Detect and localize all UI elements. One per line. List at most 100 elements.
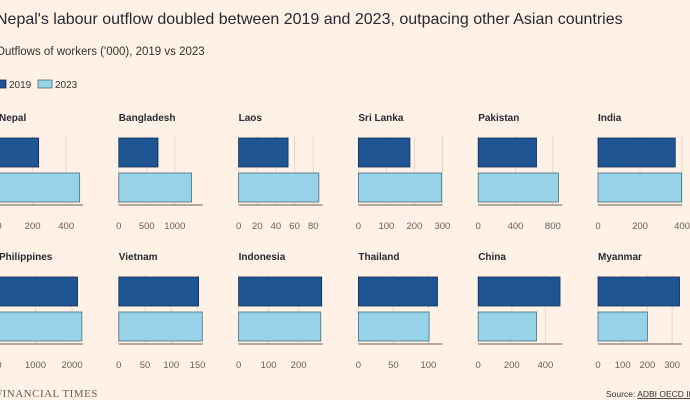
bar-2019-indonesia — [238, 276, 323, 307]
panel-vietnam: Vietnam 0 50 100 150 — [116, 252, 205, 371]
chart-panels: Nepal0200400Bangladesh05001000Laos020406… — [0, 113, 690, 371]
bar-2019-china — [477, 276, 561, 307]
bar-2023-laos — [238, 172, 320, 203]
bar-2019-pakistan — [477, 137, 537, 168]
bar-2019-myanmar — [597, 276, 680, 307]
tick-label-thailand: 100 — [420, 360, 436, 371]
tick-label-myanmar: 200 — [639, 360, 655, 371]
chart-subtitle: Outflows of workers ('000), 2019 vs 2023 — [0, 46, 205, 58]
bar-2023-myanmar — [597, 311, 648, 342]
panel-title-bangladesh: Bangladesh — [119, 113, 176, 124]
tick-label-sri-lanka: 100 — [378, 221, 394, 232]
bar-2019-india — [597, 137, 676, 168]
tick-label-pakistan: 800 — [545, 221, 561, 232]
bar-2023-nepal — [0, 172, 81, 203]
panel-title-indonesia: Indonesia — [239, 252, 286, 263]
source-note: Source: ADBI OECD ILO — [606, 389, 690, 399]
tick-label-laos: 60 — [289, 221, 300, 232]
tick-label-india: 0 — [595, 221, 600, 232]
tick-label-vietnam: 100 — [163, 360, 179, 371]
panel-laos: Laos 0 20 40 60 80 — [236, 113, 323, 232]
tick-label-sri-lanka: 300 — [434, 221, 450, 232]
bar-2023-indonesia — [238, 311, 322, 342]
legend-swatch-2023 — [37, 79, 53, 89]
tick-label-laos: 40 — [271, 221, 282, 232]
tick-label-vietnam: 50 — [140, 360, 151, 371]
tick-label-pakistan: 400 — [508, 221, 524, 232]
panel-title-nepal: Nepal — [0, 113, 26, 124]
tick-label-nepal: 200 — [25, 221, 41, 232]
panel-india: India 0 200 400 — [595, 113, 690, 232]
panel-title-india: India — [598, 113, 622, 124]
tick-label-laos: 0 — [236, 221, 241, 232]
bar-2019-philippines — [0, 276, 78, 307]
tick-label-philippines: 1000 — [25, 360, 46, 371]
bar-2023-pakistan — [477, 172, 559, 203]
tick-label-india: 200 — [632, 221, 648, 232]
bar-2019-vietnam — [118, 276, 200, 307]
bar-2019-bangladesh — [118, 137, 159, 168]
tick-label-philippines: 0 — [0, 360, 2, 371]
tick-label-pakistan: 0 — [476, 221, 481, 232]
panel-bangladesh: Bangladesh 0 500 1000 — [116, 113, 203, 232]
bar-2019-sri-lanka — [357, 137, 411, 168]
bar-2023-thailand — [357, 311, 430, 342]
tick-label-vietnam: 0 — [116, 360, 121, 371]
legend-label-2019: 2019 — [9, 80, 32, 91]
tick-label-bangladesh: 1000 — [164, 221, 185, 232]
bar-2019-nepal — [0, 137, 40, 168]
tick-label-myanmar: 0 — [595, 360, 600, 371]
panel-myanmar: Myanmar 0 100 200 300 — [595, 252, 682, 371]
chart-title: Nepal's labour outflow doubled between 2… — [0, 11, 623, 28]
bar-2023-sri-lanka — [357, 172, 442, 203]
tick-label-china: 400 — [537, 360, 553, 371]
panel-philippines: Philippines 0 1000 2000 — [0, 252, 83, 371]
tick-label-thailand: 0 — [356, 360, 361, 371]
tick-label-myanmar: 100 — [615, 360, 631, 371]
bar-2023-india — [597, 172, 682, 203]
source-link[interactable]: ADBI OECD ILO — [637, 389, 690, 399]
tick-label-sri-lanka: 0 — [356, 221, 361, 232]
legend: 2019 2023 — [0, 79, 78, 91]
tick-label-laos: 20 — [252, 221, 263, 232]
panel-title-vietnam: Vietnam — [119, 252, 158, 263]
tick-label-nepal: 400 — [58, 221, 74, 232]
panel-thailand: Thailand 0 50 100 — [356, 252, 443, 371]
tick-label-india: 400 — [674, 221, 690, 232]
panel-title-thailand: Thailand — [358, 252, 399, 263]
bar-2023-philippines — [0, 311, 83, 342]
source-prefix: Source: — [606, 389, 637, 399]
panel-nepal: Nepal 0 200 400 — [0, 113, 83, 232]
tick-label-laos: 80 — [308, 221, 319, 232]
legend-swatch-2019 — [0, 79, 7, 89]
legend-label-2023: 2023 — [55, 80, 78, 91]
tick-label-indonesia: 0 — [236, 360, 241, 371]
tick-label-philippines: 2000 — [61, 360, 82, 371]
bar-2019-thailand — [357, 276, 438, 307]
panel-title-china: China — [478, 252, 506, 263]
panel-title-pakistan: Pakistan — [478, 113, 519, 124]
bar-2023-vietnam — [118, 311, 203, 342]
panel-title-sri-lanka: Sri Lanka — [358, 113, 403, 124]
panel-indonesia: Indonesia 0 100 200 — [236, 252, 323, 371]
tick-label-indonesia: 200 — [291, 360, 307, 371]
bar-2023-china — [477, 311, 537, 342]
tick-label-china: 0 — [476, 360, 481, 371]
tick-label-bangladesh: 500 — [139, 221, 155, 232]
tick-label-china: 200 — [504, 360, 520, 371]
tick-label-sri-lanka: 200 — [406, 221, 422, 232]
tick-label-nepal: 0 — [0, 221, 2, 232]
panel-title-myanmar: Myanmar — [598, 252, 642, 263]
panel-title-philippines: Philippines — [0, 252, 53, 263]
tick-label-thailand: 50 — [388, 360, 399, 371]
tick-label-indonesia: 100 — [261, 360, 277, 371]
panel-pakistan: Pakistan 0 400 800 — [476, 113, 563, 232]
bar-2023-bangladesh — [118, 172, 193, 203]
ft-branding: FINANCIAL TIMES — [0, 388, 98, 400]
tick-label-myanmar: 300 — [664, 360, 680, 371]
bar-2019-laos — [238, 137, 289, 168]
panel-title-laos: Laos — [239, 113, 263, 124]
panel-china: China 0 200 400 — [476, 252, 563, 371]
tick-label-bangladesh: 0 — [116, 221, 121, 232]
